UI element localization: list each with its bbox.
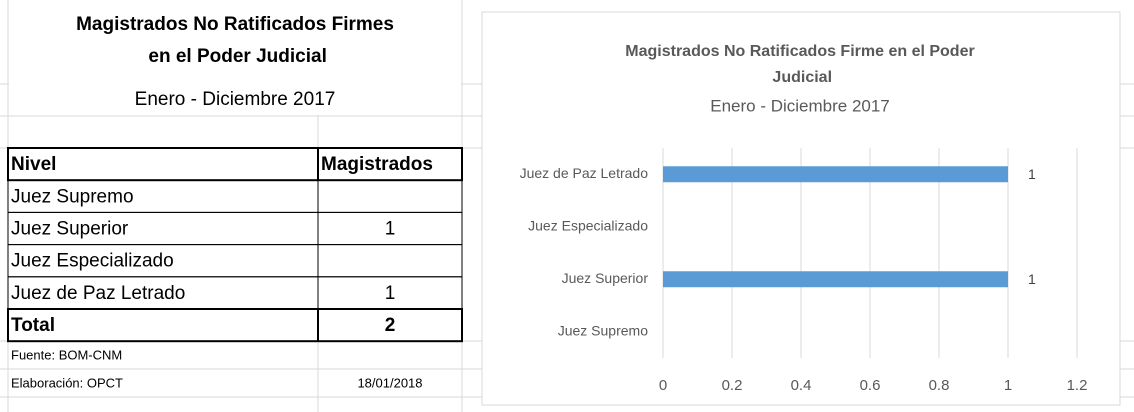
cell-label: Total <box>11 315 55 336</box>
source-note: Fuente: BOM-CNM <box>11 347 122 362</box>
x-tick-label: 0.6 <box>860 377 881 394</box>
chart-subtitle: Enero - Diciembre 2017 <box>710 96 890 115</box>
cell-value: 1 <box>385 283 396 304</box>
cell-label: Nivel <box>11 154 56 175</box>
y-tick-label: Juez Especializado <box>528 217 648 233</box>
x-tick-label: 1 <box>1004 377 1012 394</box>
x-tick-label: 1.2 <box>1067 377 1088 394</box>
chart-title: Magistrados No Ratificados Firme en el P… <box>625 43 974 86</box>
y-tick-label: Juez de Paz Letrado <box>520 165 649 181</box>
bar <box>663 271 1008 288</box>
table-subtitle: Enero - Diciembre 2017 <box>135 89 336 110</box>
bar <box>663 166 1008 183</box>
x-tick-label: 0 <box>659 377 667 394</box>
prepared-note: Elaboración: OPCT <box>11 375 123 390</box>
value-label: 1 <box>1028 271 1036 287</box>
x-tick-label: 0.4 <box>791 377 812 394</box>
cell-label: Juez Especializado <box>11 251 174 272</box>
y-tick-label: Juez Supremo <box>558 322 648 338</box>
table-row <box>7 308 463 343</box>
value-label: 1 <box>1028 166 1036 182</box>
cell-label: Juez Superior <box>11 219 129 240</box>
cell-value: Magistrados <box>321 154 433 175</box>
y-tick-label: Juez Superior <box>562 270 649 286</box>
cell-value: 1 <box>385 219 396 240</box>
cell-label: Juez Supremo <box>11 186 134 207</box>
table-title: Magistrados No Ratificados Firmes en el … <box>76 14 394 67</box>
cell-label: Juez de Paz Letrado <box>11 283 185 304</box>
x-tick-label: 0.2 <box>722 377 743 394</box>
x-tick-label: 0.8 <box>929 377 950 394</box>
date-note: 18/01/2018 <box>357 375 422 390</box>
cell-value: 2 <box>385 315 396 336</box>
table-title-area <box>9 0 461 115</box>
